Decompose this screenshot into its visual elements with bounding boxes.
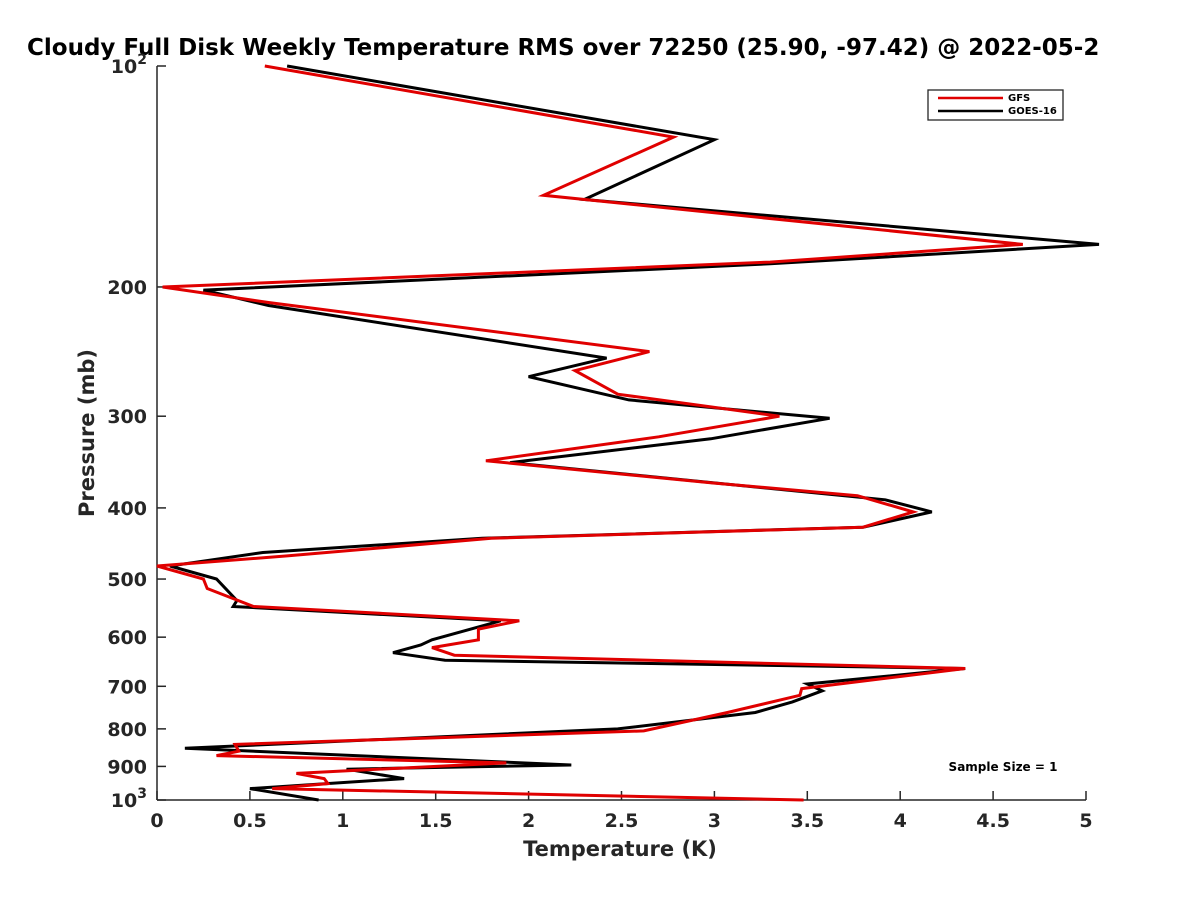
- chart-title: Cloudy Full Disk Weekly Temperature RMS …: [27, 35, 1099, 61]
- y-axis-title: Pressure (mb): [75, 349, 99, 517]
- y-tick-label: 200: [107, 277, 147, 299]
- y-tick-label: 400: [107, 498, 147, 520]
- y-tick-label: 700: [107, 676, 147, 698]
- x-tick-label: 3: [708, 810, 721, 832]
- plot-axes: 0 0.5 1 1.5 2 2.5 3 3.5 4 4.5 5 102 200 300 400 500 600 7…: [107, 52, 1092, 832]
- x-tick-label: 3.5: [790, 810, 824, 832]
- x-tick-label: 1.5: [419, 810, 453, 832]
- legend-label-goes16: GOES-16: [1008, 106, 1057, 117]
- x-tick-label: 4: [894, 810, 907, 832]
- x-tick-label: 0: [150, 810, 163, 832]
- x-axis-title: Temperature (K): [523, 837, 717, 861]
- sample-size-annotation: Sample Size = 1: [949, 760, 1058, 774]
- y-tick-label: 800: [107, 719, 147, 741]
- y-tick-label: 500: [107, 569, 147, 591]
- y-tick-label: 600: [107, 627, 147, 649]
- y-tick-label: 103: [111, 786, 147, 812]
- x-tick-label: 4.5: [976, 810, 1010, 832]
- series-line-goes16: [169, 64, 1100, 802]
- series-layer: [156, 64, 1100, 802]
- y-tick-label: 900: [107, 756, 147, 778]
- legend-box: [927, 89, 1064, 121]
- series-line-gfs: [156, 64, 1023, 802]
- x-tick-label: 5: [1079, 810, 1092, 832]
- x-tick-label: 0.5: [233, 810, 267, 832]
- x-tick-label: 2.5: [605, 810, 639, 832]
- y-tick-label: 102: [111, 52, 147, 78]
- legend: GFS GOES-16: [927, 89, 1064, 121]
- legend-label-gfs: GFS: [1008, 93, 1030, 104]
- y-tick-label: 300: [107, 406, 147, 428]
- x-tick-label: 1: [336, 810, 349, 832]
- x-tick-label: 2: [522, 810, 535, 832]
